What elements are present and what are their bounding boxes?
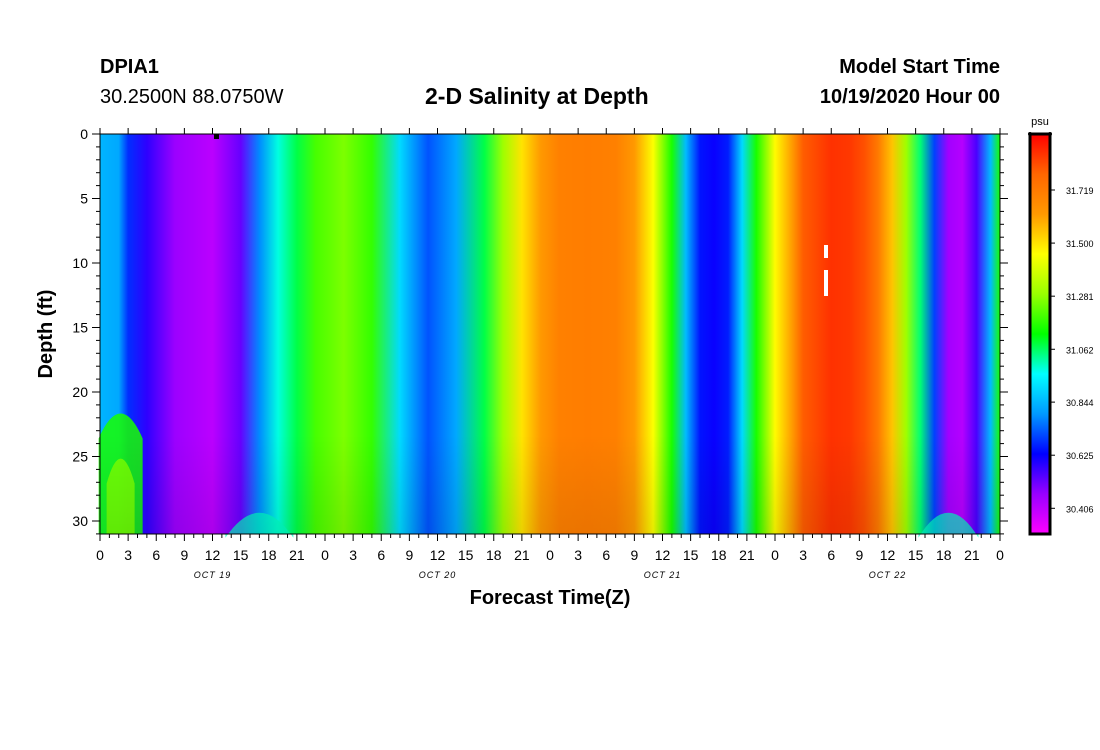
x-tick-label: 3 (799, 547, 807, 563)
x-tick-label: 6 (377, 547, 385, 563)
y-tick-label: 25 (72, 449, 88, 465)
x-tick-label: 18 (936, 547, 952, 563)
x-tick-label: 0 (546, 547, 554, 563)
colorbar-unit: psu (1031, 116, 1049, 128)
y-axis-title: Depth (ft) (35, 290, 57, 379)
chart-title: 2-D Salinity at Depth (425, 83, 649, 109)
colorbar-tick-label: 30.844 (1066, 398, 1094, 408)
gap-marker-lower (824, 270, 828, 296)
x-tick-label: 21 (289, 547, 305, 563)
day-label: OCT 19 (194, 570, 232, 580)
x-tick-label: 6 (152, 547, 160, 563)
colorbar-corner-dot (1028, 132, 1032, 136)
x-tick-label: 12 (655, 547, 671, 563)
x-tick-label: 21 (514, 547, 530, 563)
y-tick-label: 30 (72, 513, 88, 529)
x-tick-label: 12 (205, 547, 221, 563)
x-tick-label: 9 (855, 547, 863, 563)
x-tick-label: 6 (827, 547, 835, 563)
x-tick-label: 0 (771, 547, 779, 563)
station-id: DPIA1 (100, 56, 159, 78)
y-tick-label: 10 (72, 255, 88, 271)
model-start-label: Model Start Time (839, 56, 1000, 78)
colorbar (1028, 132, 1052, 536)
x-axis-title: Forecast Time(Z) (470, 587, 631, 609)
day-label: OCT 20 (419, 570, 457, 580)
station-coordinates: 30.2500N 88.0750W (100, 86, 284, 108)
x-tick-label: 9 (180, 547, 188, 563)
surface-marker (214, 134, 219, 139)
x-tick-label: 9 (405, 547, 413, 563)
x-tick-label: 15 (458, 547, 474, 563)
x-tick-label: 15 (908, 547, 924, 563)
y-tick-label: 0 (80, 126, 88, 142)
colorbar-tick-label: 31.281 (1066, 292, 1094, 302)
gap-marker-upper (824, 245, 828, 258)
x-tick-label: 3 (574, 547, 582, 563)
x-tick-label: 12 (430, 547, 446, 563)
depth-shading (100, 134, 1000, 534)
colorbar-tick-label: 31.500 (1066, 239, 1094, 249)
x-tick-label: 6 (602, 547, 610, 563)
x-tick-label: 0 (321, 547, 329, 563)
colorbar-tick-label: 30.406 (1066, 504, 1094, 514)
x-tick-label: 9 (630, 547, 638, 563)
x-tick-label: 18 (486, 547, 502, 563)
x-tick-label: 18 (261, 547, 277, 563)
x-tick-label: 21 (739, 547, 755, 563)
day-label: OCT 21 (644, 570, 682, 580)
x-tick-label: 15 (683, 547, 699, 563)
y-tick-label: 20 (72, 384, 88, 400)
y-tick-label: 15 (72, 320, 88, 336)
x-tick-label: 21 (964, 547, 980, 563)
x-tick-label: 18 (711, 547, 727, 563)
x-tick-label: 3 (124, 547, 132, 563)
x-tick-label: 3 (349, 547, 357, 563)
colorbar-corner-dot (1048, 132, 1052, 136)
x-tick-label: 0 (96, 547, 104, 563)
x-tick-label: 0 (996, 547, 1004, 563)
x-tick-label: 12 (880, 547, 896, 563)
model-start-value: 10/19/2020 Hour 00 (819, 86, 1000, 108)
x-tick-label: 15 (233, 547, 249, 563)
colorbar-tick-label: 31.062 (1066, 345, 1094, 355)
colorbar-tick-label: 30.625 (1066, 451, 1094, 461)
day-label: OCT 22 (869, 570, 907, 580)
y-tick-label: 5 (80, 191, 88, 207)
colorbar-tick-label: 31.719 (1066, 186, 1094, 196)
